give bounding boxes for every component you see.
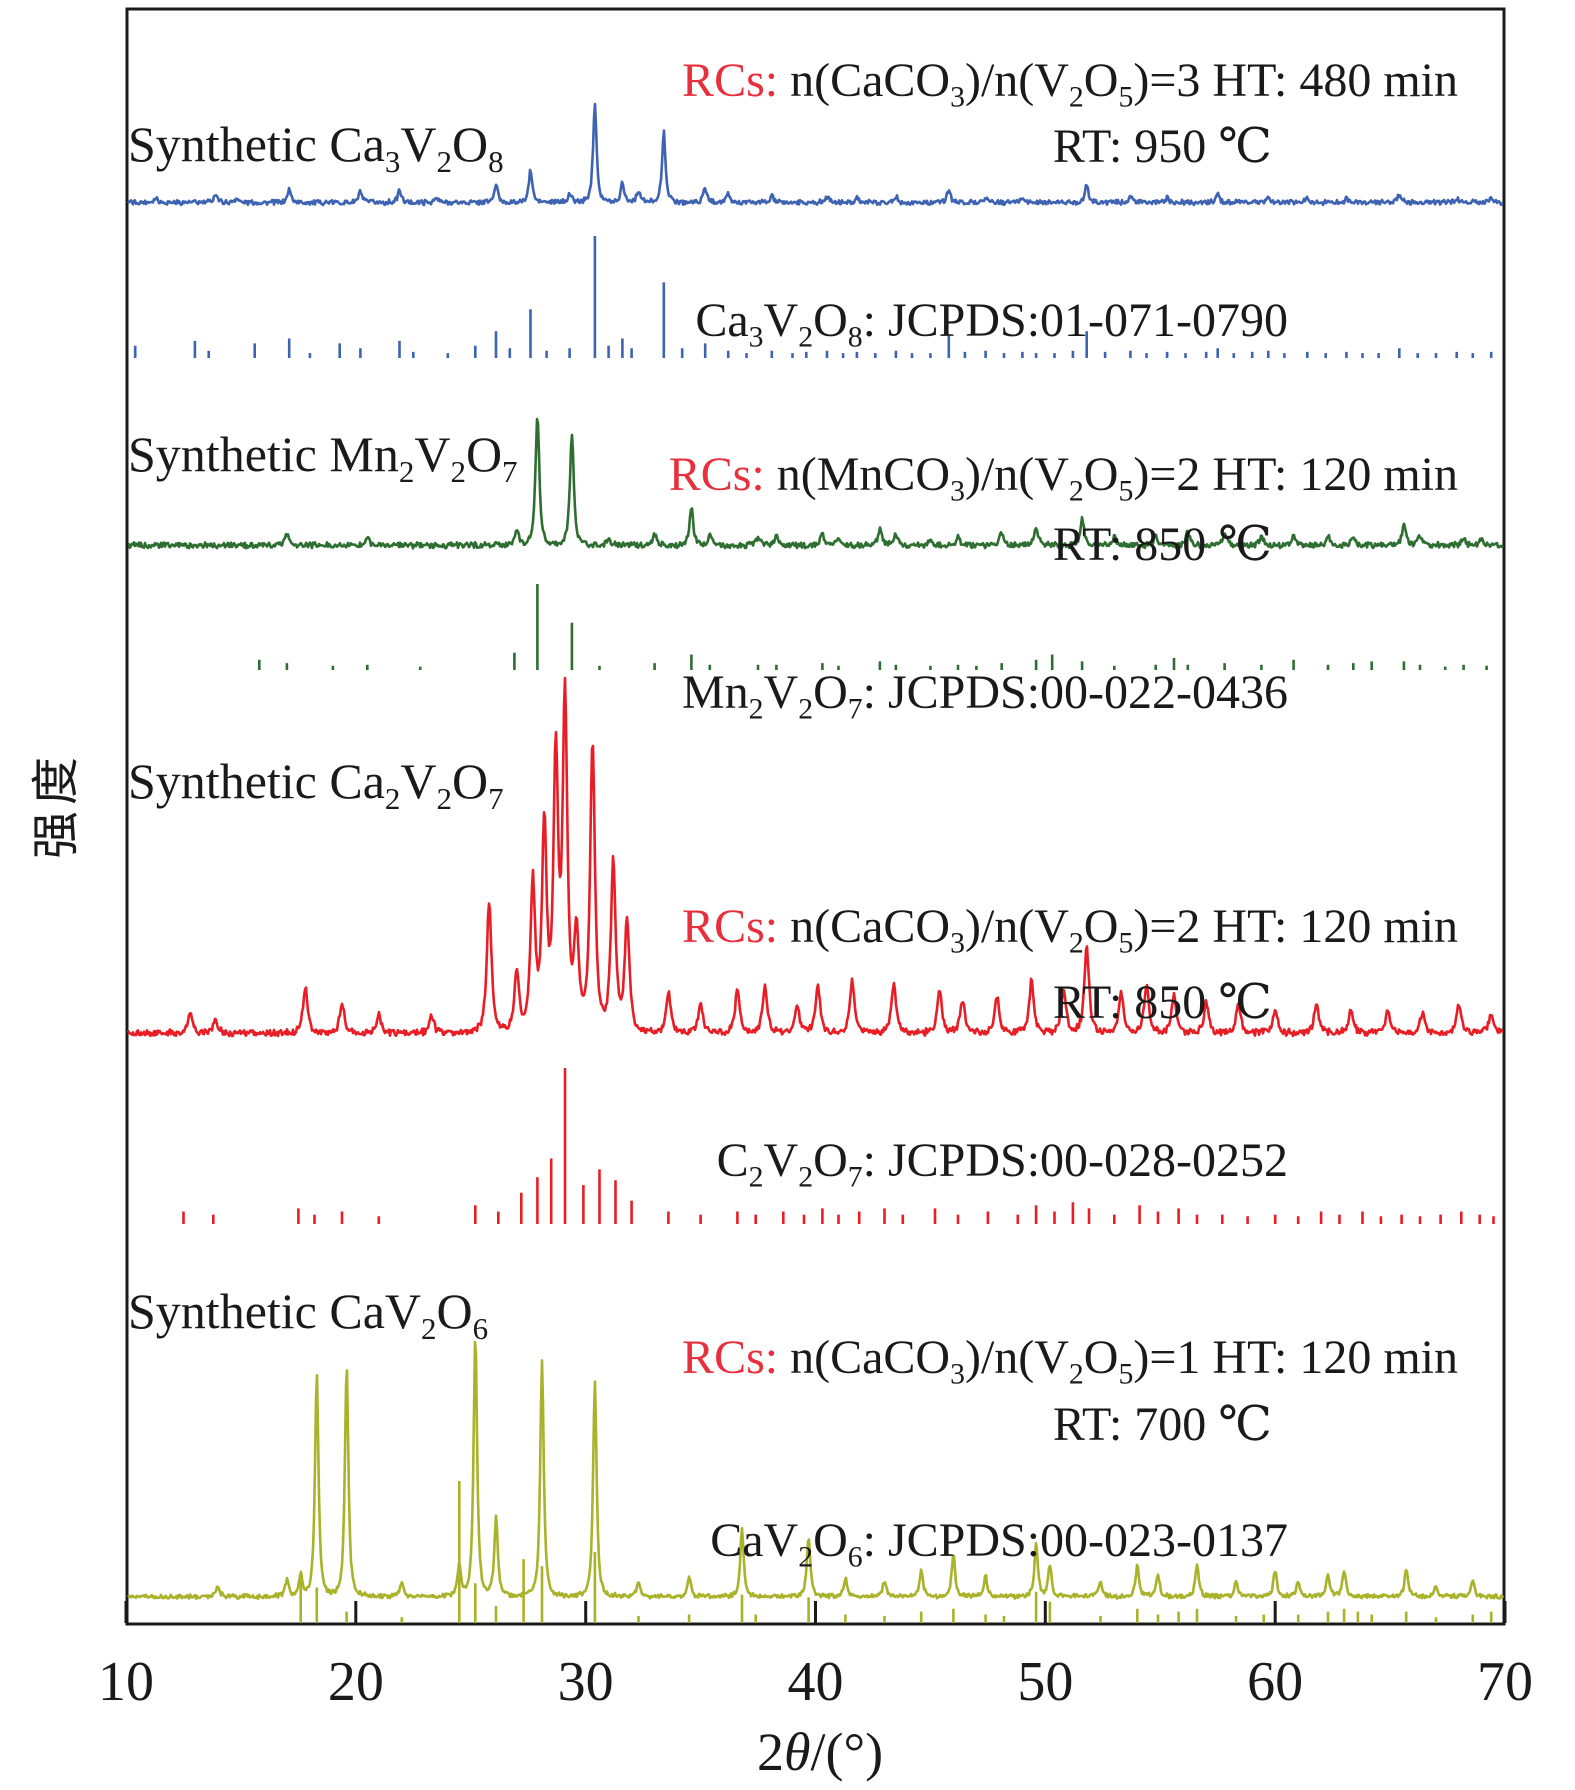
x-axis-label: 2θ/(°) — [757, 1724, 883, 1781]
jcpds-label-CaV2O6: CaV2O6: JCPDS:00-023-0137 — [710, 1514, 1288, 1574]
x-tick-label: 30 — [557, 1651, 614, 1713]
trace-label-Ca3V2O8: Synthetic Ca3V2O8 — [128, 116, 504, 179]
rcs-annotation-Ca3V2O8: RCs: n(CaCO3)/n(V2O5)=3 HT: 480 min — [682, 54, 1458, 114]
x-axis-label-suffix: /(°) — [810, 1722, 884, 1782]
trace-label-Mn2V2O7: Synthetic Mn2V2O7 — [128, 426, 518, 489]
x-axis-label-theta: θ — [783, 1722, 811, 1782]
x-tick-label: 60 — [1247, 1651, 1304, 1713]
rcs-prefix-Ca2V2O7: RCs: — [682, 900, 779, 953]
ref-sticks-Ca3V2O8 — [133, 236, 1493, 358]
x-tick-label: 70 — [1477, 1651, 1533, 1713]
trace-label-CaV2O6: Synthetic CaV2O6 — [128, 1283, 489, 1346]
x-tick-label: 20 — [327, 1651, 384, 1713]
rcs-prefix-Mn2V2O7: RCs: — [668, 448, 765, 501]
rt-annotation-Mn2V2O7: RT: 850 ℃ — [1052, 518, 1272, 571]
trace-label-Ca2V2O7: Synthetic Ca2V2O7 — [128, 753, 504, 816]
x-tick-label: 10 — [98, 1651, 154, 1713]
rcs-prefix-Ca3V2O8: RCs: — [682, 54, 779, 107]
xrd-trace-Ca3V2O8 — [126, 102, 1504, 207]
rt-annotation-Ca3V2O8: RT: 950 ℃ — [1052, 120, 1272, 173]
jcpds-label-Mn2V2O7: Mn2V2O7: JCPDS:00-022-0436 — [681, 666, 1288, 726]
xrd-series-layer — [126, 102, 1505, 1623]
y-axis-label: 强度 — [29, 750, 83, 860]
jcpds-label-Ca2V2O7: C2V2O7: JCPDS:00-028-0252 — [716, 1134, 1288, 1194]
rcs-annotation-Ca2V2O7: RCs: n(CaCO3)/n(V2O5)=2 HT: 120 min — [682, 900, 1458, 960]
rcs-prefix-CaV2O6: RCs: — [682, 1331, 779, 1384]
xrd-trace-Mn2V2O7 — [127, 417, 1504, 550]
x-axis-label-prefix: 2 — [756, 1722, 784, 1782]
x-tick-label: 40 — [787, 1651, 844, 1713]
x-tick-label: 50 — [1017, 1651, 1074, 1713]
xrd-trace-Ca2V2O7 — [126, 676, 1504, 1038]
ref-sticks-Mn2V2O7 — [258, 584, 1488, 670]
x-axis-ticks — [124, 1601, 1507, 1623]
rcs-annotation-Mn2V2O7: RCs: n(MnCO3)/n(V2O5)=2 HT: 120 min — [668, 448, 1458, 508]
ref-sticks-Ca2V2O7 — [182, 1068, 1495, 1224]
rt-annotation-Ca2V2O7: RT: 850 ℃ — [1052, 976, 1272, 1029]
jcpds-label-Ca3V2O8: Ca3V2O8: JCPDS:01-071-0790 — [695, 294, 1288, 354]
xrd-trace-CaV2O6 — [127, 1340, 1505, 1601]
rcs-annotation-CaV2O6: RCs: n(CaCO3)/n(V2O5)=1 HT: 120 min — [682, 1331, 1458, 1391]
plot-frame — [125, 7, 1506, 1626]
ref-sticks-CaV2O6 — [299, 1481, 1493, 1623]
rt-annotation-CaV2O6: RT: 700 ℃ — [1052, 1398, 1272, 1451]
